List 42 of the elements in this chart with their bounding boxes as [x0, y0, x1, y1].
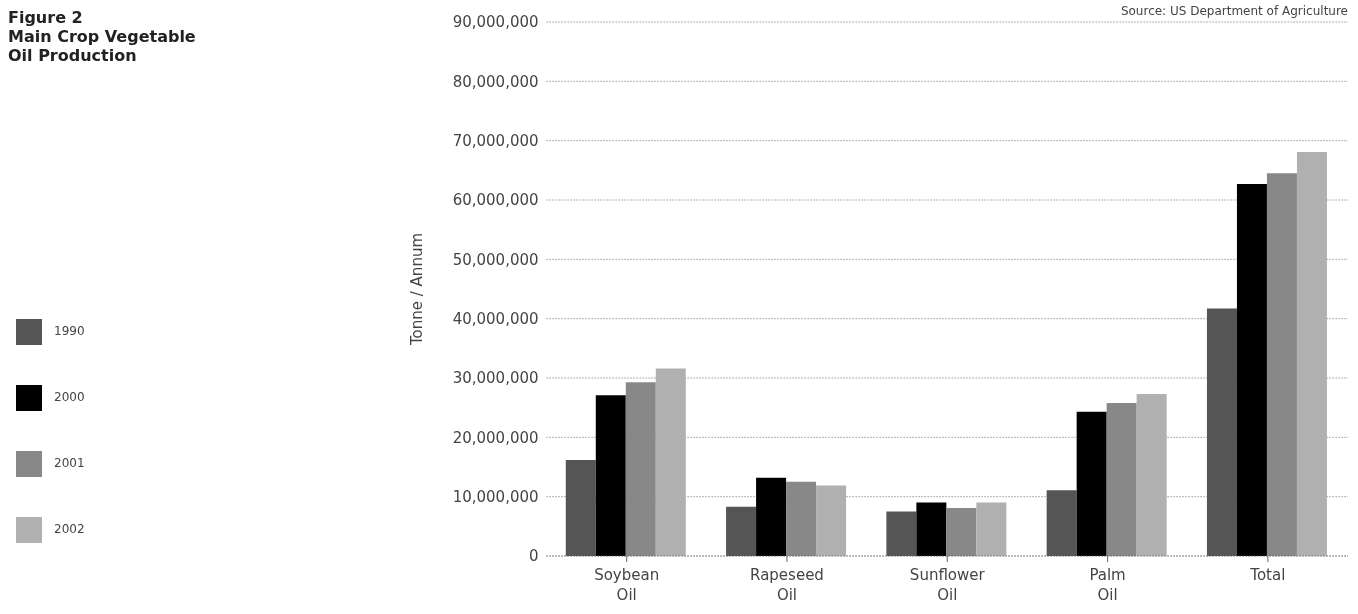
bar [1236, 183, 1267, 556]
bar [1046, 490, 1077, 556]
bar [726, 506, 757, 556]
bar [595, 395, 626, 556]
bar [976, 502, 1007, 556]
bar [1266, 173, 1297, 556]
y-tick-label: 60,000,000 [452, 191, 539, 210]
y-axis-title: Tonne / Annum [407, 232, 426, 347]
bar [1106, 402, 1137, 556]
bar [1296, 151, 1327, 556]
y-tick-label: 40,000,000 [452, 309, 539, 328]
legend-label: 1990 [54, 324, 85, 338]
source-note: Source: US Department of Agriculture [1120, 4, 1348, 18]
bar [565, 459, 596, 556]
bar [1076, 411, 1107, 556]
y-tick-label: 80,000,000 [452, 72, 539, 91]
y-tick-label: 90,000,000 [452, 13, 539, 32]
bar [756, 477, 787, 556]
x-tick-label: Soybean Oil [594, 566, 660, 604]
bar [786, 481, 817, 556]
y-tick-label: 30,000,000 [452, 369, 539, 388]
bar [816, 485, 847, 556]
y-tick-label: 10,000,000 [452, 487, 539, 506]
bar [916, 502, 947, 556]
x-tick-label: Total [1249, 566, 1286, 584]
bar [1206, 308, 1237, 556]
legend-label: 2001 [54, 456, 85, 470]
bar [886, 511, 917, 556]
bar [1136, 394, 1167, 556]
bar [625, 382, 656, 556]
y-tick-label: 20,000,000 [452, 428, 539, 447]
bar [655, 368, 686, 556]
x-tick-label: Rapeseed Oil [750, 566, 824, 604]
x-tick-label: Sunflower Oil [909, 566, 986, 604]
bar [946, 507, 977, 556]
y-tick-label: 50,000,000 [452, 250, 539, 269]
x-tick-label: Palm Oil [1089, 566, 1126, 604]
legend-label: 2002 [54, 522, 85, 536]
y-tick-label: 0 [529, 547, 539, 566]
y-tick-label: 70,000,000 [452, 131, 539, 150]
text: Figure 2 Main Crop Vegetable Oil Production [8, 8, 196, 65]
legend-label: 2000 [54, 390, 85, 404]
